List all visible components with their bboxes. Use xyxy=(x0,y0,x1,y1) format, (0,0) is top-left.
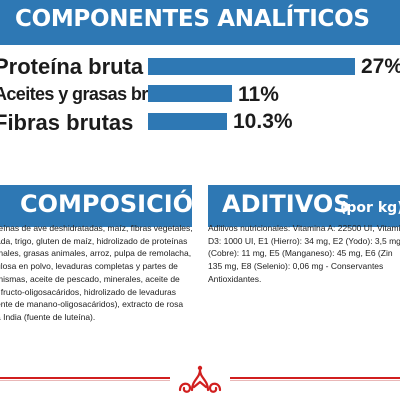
additives-line: 135 mg, E8 (Selenio): 0,06 mg - Conserva… xyxy=(208,261,384,272)
nutrient-bar-protein xyxy=(148,58,355,75)
additives-banner: ADITIVOS (por kg) xyxy=(208,185,400,227)
composition-line: , fructo-oligosacáridos, hidrolizado de … xyxy=(0,286,177,297)
composition-line: mismas, aceite de pescado, minerales, ac… xyxy=(0,273,180,284)
composition-line: teínas de ave deshidratadas, maíz, fibra… xyxy=(0,223,192,233)
nutrient-value-protein: 27% xyxy=(361,55,400,78)
additives-title: ADITIVOS xyxy=(222,190,351,218)
composition-line: a India (fuente de luteína). xyxy=(0,311,96,322)
analytical-components-banner: COMPONENTES ANALÍTICOS xyxy=(0,0,400,45)
additives-line: D3: 1000 UI, E1 (Hierro): 34 mg, E2 (Yod… xyxy=(208,235,400,246)
nutrient-label-fat: Aceites y grasas brutos xyxy=(0,84,184,104)
composition-text: teínas de ave deshidratadas, maíz, fibra… xyxy=(0,222,192,324)
royal-canin-crown-logo xyxy=(170,360,230,400)
analytical-components-title: COMPONENTES ANALÍTICOS xyxy=(15,6,370,32)
additives-line: (Cobre): 11 mg, E5 (Manganeso): 45 mg, E… xyxy=(208,248,393,259)
nutrient-value-fat: 11% xyxy=(238,83,279,106)
nutrient-label-protein: Proteína bruta xyxy=(0,54,144,79)
composition-line: ente de manano-oligosacáridos), extracto… xyxy=(0,299,184,310)
nutrient-value-fiber: 10.3% xyxy=(233,110,293,133)
additives-text: Aditivos nutricionales: Vitamina A: 2250… xyxy=(208,222,400,286)
additives-line: Aditivos nutricionales: Vitamina A: 2250… xyxy=(208,223,400,233)
composition-banner: COMPOSICIÓN xyxy=(0,185,213,227)
composition-line: males, grasas animales, arroz, pulpa de … xyxy=(0,248,192,259)
nutrient-label-fiber: Fibras brutas xyxy=(0,110,134,135)
nutrient-bar-fiber xyxy=(148,113,227,130)
nutrient-bar-fat xyxy=(148,85,232,102)
composition-line: ulosa en polvo, levaduras completas y pa… xyxy=(0,261,178,272)
additives-line: Antioxidantes. xyxy=(208,273,262,284)
additives-subtitle: (por kg) xyxy=(340,200,400,216)
composition-title: COMPOSICIÓN xyxy=(20,190,214,218)
composition-line: ada, trigo, gluten de maíz, hidrolizado … xyxy=(0,235,188,246)
